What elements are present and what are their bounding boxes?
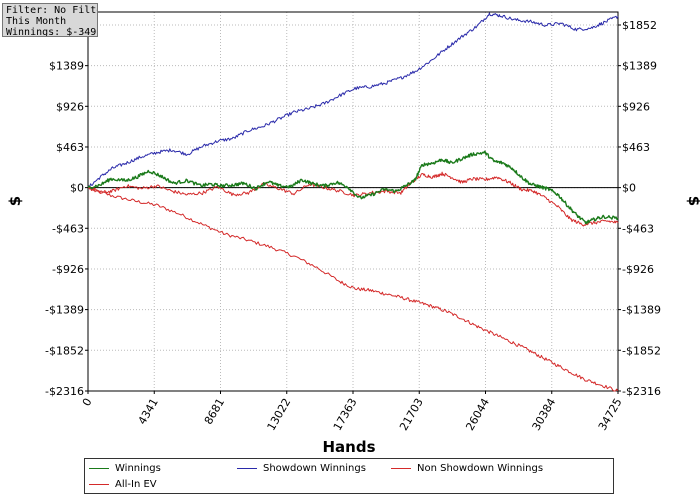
y-tick-label-right: -$1852	[622, 344, 661, 357]
legend-swatch-allin	[89, 484, 109, 485]
series-line-all-in-ev	[87, 187, 619, 392]
legend-item-winnings: Winnings	[89, 463, 161, 474]
legend-swatch-showdown	[237, 468, 257, 469]
x-tick-label: 34725	[596, 396, 625, 433]
y-axis-title-left: $	[6, 196, 24, 206]
y-tick-label-left: $1389	[49, 60, 84, 73]
y-tick-label-right: $463	[622, 141, 650, 154]
y-tick-label-left: -$926	[52, 263, 84, 276]
series-layer	[87, 12, 619, 392]
x-axis-title: Hands	[322, 438, 375, 456]
filter-line: Filter: No Filter	[6, 5, 97, 16]
y-tick-label-left: -$1389	[45, 304, 84, 317]
x-axis: 0 4341 8681 13022 17363 21703 26044 30384 34725	[80, 391, 625, 433]
series-line-winnings	[87, 150, 619, 225]
grid-lines	[87, 12, 619, 392]
y-axis-right: $1852 $1389 $926 $463 $0 -$463 -$926 -$1389 -$18…	[618, 19, 661, 398]
winnings-line: Winnings: $-349.99	[6, 27, 97, 37]
legend-item-allin: All-In EV	[89, 479, 157, 490]
period-line: This Month	[6, 16, 67, 27]
x-tick-label: 13022	[265, 396, 294, 433]
y-tick-label-right: -$463	[622, 222, 654, 235]
y-axis-title-right: $	[685, 196, 700, 206]
legend-label-showdown: Showdown Winnings	[263, 463, 366, 474]
y-tick-label-left: -$2316	[45, 385, 84, 398]
y-tick-label-right: $1852	[622, 19, 657, 32]
y-tick-label-right: $926	[622, 100, 650, 113]
y-tick-label-left: $463	[56, 141, 84, 154]
y-axis-left: $1852$1389$926$463$0-$463-$926-$1389-$18…	[45, 19, 88, 398]
series-line-non-showdown-winnings	[87, 171, 619, 227]
x-tick-label: 0	[80, 396, 95, 409]
legend-label-non-showdown: Non Showdown Winnings	[417, 463, 544, 474]
y-tick-label-left: $0	[70, 182, 84, 195]
chart-legend: Winnings Showdown Winnings Non Showdown …	[84, 458, 614, 494]
x-tick-label: 4341	[136, 396, 161, 427]
x-tick-label: 30384	[530, 396, 559, 433]
legend-label-winnings: Winnings	[115, 463, 161, 474]
x-tick-label: 21703	[397, 396, 426, 433]
y-tick-label-left: $926	[56, 100, 84, 113]
y-tick-label-right: -$1389	[622, 304, 661, 317]
y-tick-label-left: -$1852	[45, 344, 84, 357]
legend-swatch-non-showdown	[391, 468, 411, 469]
legend-item-showdown: Showdown Winnings	[237, 463, 366, 474]
x-tick-label: 26044	[463, 396, 492, 433]
legend-label-allin: All-In EV	[115, 479, 157, 490]
legend-item-non-showdown: Non Showdown Winnings	[391, 463, 543, 474]
y-tick-label-right: $0	[622, 182, 636, 195]
y-tick-label-left: -$463	[52, 222, 84, 235]
series-line-showdown-winnings	[87, 12, 619, 188]
x-tick-label: 8681	[202, 396, 227, 427]
x-tick-label: 17363	[331, 396, 360, 433]
y-tick-label-right: $1389	[622, 60, 657, 73]
y-tick-label-right: -$2316	[622, 385, 661, 398]
filter-info-box: Filter: No Filter This Month Winnings: $…	[2, 3, 98, 37]
legend-swatch-winnings	[89, 468, 109, 469]
y-tick-label-right: -$926	[622, 263, 654, 276]
